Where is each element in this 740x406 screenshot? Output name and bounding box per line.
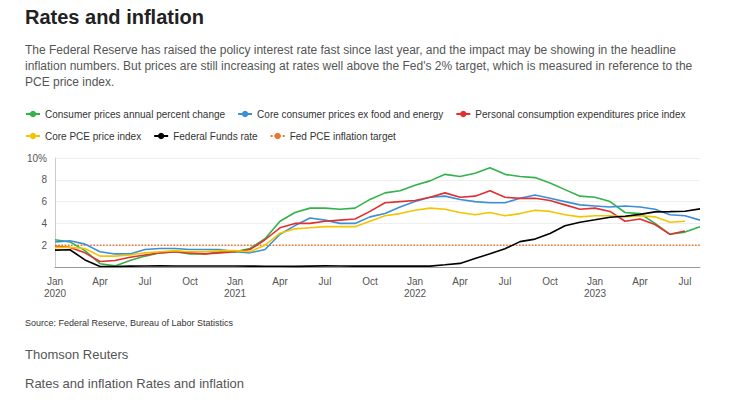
html-text:The Federal Reserve has raised: The Federal Reserve has raised the polic… <box>25 43 693 89</box>
svg-text:Personal consumption expenditu: Personal consumption expenditures price … <box>475 109 685 120</box>
svg-text:8: 8 <box>41 174 47 185</box>
svg-text:Apr: Apr <box>92 276 108 287</box>
svg-text:Jan: Jan <box>587 276 603 287</box>
svg-text:Apr: Apr <box>632 276 648 287</box>
svg-text:10%: 10% <box>27 153 47 164</box>
svg-text:Jul: Jul <box>679 276 692 287</box>
svg-text:Oct: Oct <box>542 276 558 287</box>
svg-text:2021: 2021 <box>224 288 247 299</box>
svg-text:Jan: Jan <box>227 276 243 287</box>
svg-text:Core PCE price index: Core PCE price index <box>45 131 141 142</box>
svg-text:Jan: Jan <box>407 276 423 287</box>
svg-text:2: 2 <box>41 240 47 251</box>
svg-text:2023: 2023 <box>584 288 607 299</box>
html-text:Thomson Reuters: Thomson Reuters <box>25 347 129 362</box>
svg-text:Apr: Apr <box>452 276 468 287</box>
svg-text:6: 6 <box>41 196 47 207</box>
svg-text:4: 4 <box>41 218 47 229</box>
svg-text:Apr: Apr <box>272 276 288 287</box>
svg-text:2020: 2020 <box>44 288 67 299</box>
svg-text:Consumer prices annual percent: Consumer prices annual percent change <box>45 109 226 120</box>
html-text:Rates and inflation Rates and: Rates and inflation Rates and inflation <box>25 376 244 391</box>
html-text:Source: Federal Reserve, Burea: Source: Federal Reserve, Bureau of Labor… <box>25 318 234 328</box>
svg-text:2022: 2022 <box>404 288 427 299</box>
svg-text:Jul: Jul <box>499 276 512 287</box>
svg-text:Jul: Jul <box>139 276 152 287</box>
svg-text:Oct: Oct <box>182 276 198 287</box>
svg-text:Federal Funds rate: Federal Funds rate <box>173 131 258 142</box>
svg-text:Oct: Oct <box>362 276 378 287</box>
svg-text:Jan: Jan <box>47 276 63 287</box>
svg-text:Jul: Jul <box>319 276 332 287</box>
svg-text:Fed PCE inflation target: Fed PCE inflation target <box>290 131 396 142</box>
html-text:Rates and inflation: Rates and inflation <box>25 6 204 28</box>
svg-text:Core consumer prices ex food a: Core consumer prices ex food and energy <box>257 109 443 120</box>
